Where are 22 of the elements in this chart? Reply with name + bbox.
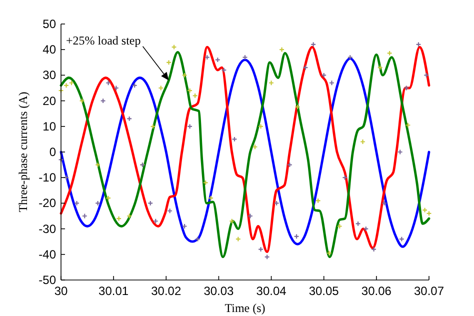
y-tick-label: -50	[38, 273, 56, 287]
y-tick-label: 40	[42, 42, 56, 57]
y-tick-label: 30	[42, 68, 56, 82]
x-tick-label: 30.02	[151, 284, 182, 298]
y-tick-label: 50	[42, 17, 56, 31]
y-tick-label: -20	[38, 196, 56, 210]
y-tick-label: 0	[49, 145, 56, 159]
x-tick-label: 30.01	[98, 284, 129, 298]
x-tick-label: 30	[54, 284, 68, 298]
y-tick-label: 10	[42, 119, 56, 134]
y-tick-label: 20	[42, 94, 56, 108]
annotation: +25% load step	[66, 33, 141, 48]
y-tick-label: -40	[38, 247, 56, 262]
x-tick-label: 30.05	[308, 284, 340, 298]
y-tick-label: -10	[38, 170, 56, 185]
x-axis-title: Time (s)	[224, 301, 266, 315]
x-tick-label: 30.04	[256, 284, 287, 298]
y-axis-title: Three-phase currents (A)	[16, 92, 30, 212]
x-tick-label: 30.03	[204, 284, 234, 298]
x-tick-label: 30.07	[414, 284, 444, 298]
y-tick-label: -30	[38, 222, 56, 236]
x-tick-label: 30.06	[361, 284, 392, 298]
